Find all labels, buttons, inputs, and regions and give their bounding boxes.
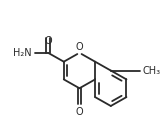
- Text: CH₃: CH₃: [143, 65, 161, 75]
- Text: O: O: [76, 107, 83, 117]
- Text: H₂N: H₂N: [13, 48, 32, 58]
- Text: O: O: [44, 36, 52, 46]
- Text: O: O: [76, 42, 83, 52]
